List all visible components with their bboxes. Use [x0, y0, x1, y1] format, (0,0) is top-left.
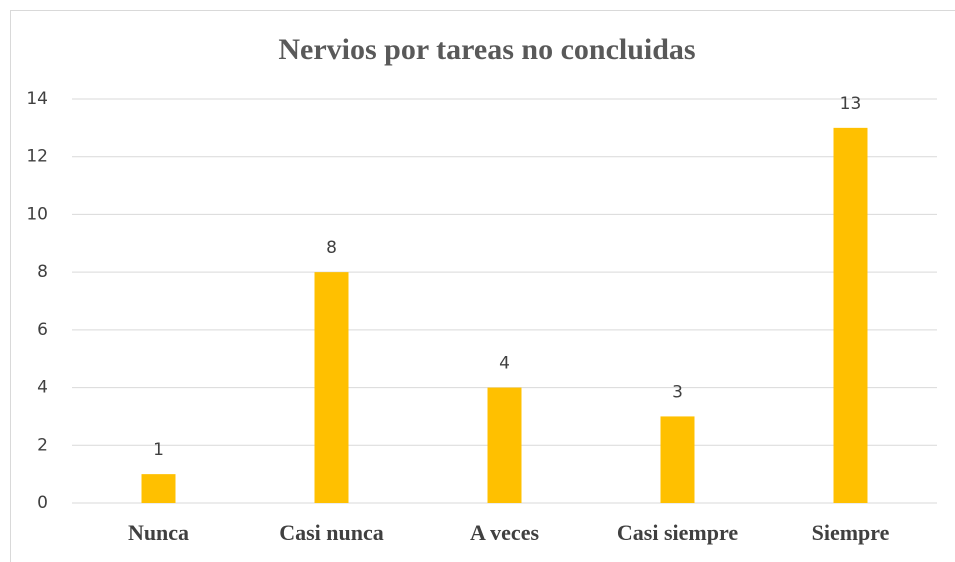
chart-border [10, 10, 955, 562]
x-tick-label: Nunca [128, 520, 189, 545]
y-tick-label: 4 [37, 378, 48, 398]
bar [314, 272, 349, 503]
data-label: 13 [840, 94, 862, 114]
y-tick-label: 2 [37, 435, 48, 455]
y-tick-label: 8 [37, 262, 48, 282]
bar [141, 474, 176, 503]
x-tick-label: Casi siempre [617, 520, 738, 545]
x-tick-label: Siempre [812, 520, 890, 545]
bar [833, 127, 868, 503]
y-tick-label: 10 [26, 204, 48, 224]
data-label: 3 [672, 382, 683, 402]
y-tick-label: 14 [26, 89, 48, 109]
bar [660, 416, 695, 503]
y-tick-label: 0 [37, 493, 48, 513]
data-label: 8 [326, 238, 337, 258]
data-label: 1 [153, 440, 164, 460]
y-tick-label: 12 [26, 147, 48, 167]
x-tick-label: A veces [470, 520, 539, 545]
y-tick-label: 6 [37, 320, 48, 340]
bar [487, 387, 522, 503]
data-label: 4 [499, 354, 510, 374]
chart-title: Nervios por tareas no concluidas [278, 33, 695, 66]
x-tick-label: Casi nunca [279, 520, 384, 545]
